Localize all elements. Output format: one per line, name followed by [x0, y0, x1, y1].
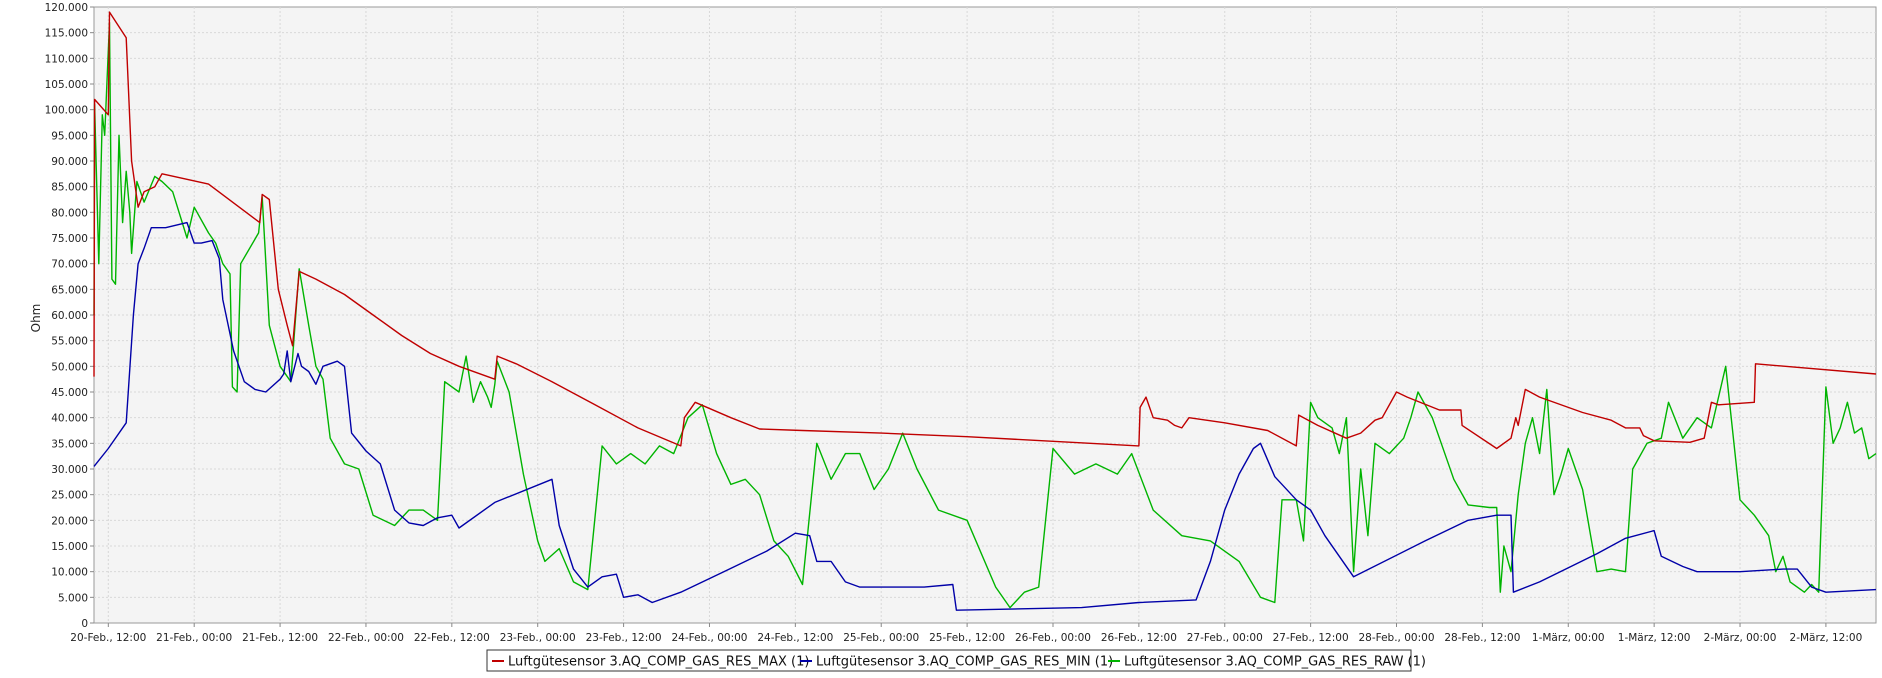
y-tick-label: 115.000 — [45, 28, 88, 40]
legend-label: Luftgütesensor 3.AQ_COMP_GAS_RES_RAW (1) — [1124, 655, 1426, 670]
x-tick-label: 27-Feb., 12:00 — [1273, 632, 1349, 644]
y-tick-label: 15.000 — [51, 541, 88, 553]
legend-label: Luftgütesensor 3.AQ_COMP_GAS_RES_MAX (1) — [508, 655, 809, 670]
x-axis: 20-Feb., 12:00 21-Feb., 00:00 21-Feb., 12:… — [70, 623, 1862, 644]
legend-box — [486, 649, 1412, 672]
series-line-0 — [93, 11, 1877, 450]
plot-area — [93, 6, 1877, 624]
y-tick-label: 80.000 — [51, 207, 88, 219]
y-tick-label: 40.000 — [51, 413, 88, 425]
y-tick-label: 90.000 — [51, 156, 88, 168]
series-line-1 — [93, 221, 1877, 611]
x-tick-label: 20-Feb., 12:00 — [70, 632, 146, 644]
x-tick-label: 28-Feb., 12:00 — [1444, 632, 1520, 644]
x-tick-label: 23-Feb., 00:00 — [500, 632, 576, 644]
y-tick-label: 50.000 — [51, 361, 88, 373]
x-tick-label: 21-Feb., 00:00 — [156, 632, 232, 644]
x-tick-label: 2-März, 00:00 — [1704, 632, 1777, 644]
x-tick-label: 24-Feb., 12:00 — [757, 632, 833, 644]
y-tick-label: 105.000 — [45, 79, 88, 91]
y-axis-title: Ohm — [29, 304, 43, 333]
legend: Luftgütesensor 3.AQ_COMP_GAS_RES_MAX (1)… — [486, 649, 1426, 672]
x-tick-label: 23-Feb., 12:00 — [586, 632, 662, 644]
x-tick-label: 21-Feb., 12:00 — [242, 632, 318, 644]
y-tick-label: 65.000 — [51, 284, 88, 296]
y-tick-label: 35.000 — [51, 438, 88, 450]
x-tick-label: 26-Feb., 00:00 — [1015, 632, 1091, 644]
y-tick-label: 120.000 — [45, 2, 88, 14]
x-tick-label: 22-Feb., 00:00 — [328, 632, 404, 644]
y-tick-label: 45.000 — [51, 387, 88, 399]
y-tick-label: 100.000 — [45, 105, 88, 117]
x-tick-label: 1-März, 00:00 — [1532, 632, 1605, 644]
y-tick-label: 10.000 — [51, 567, 88, 579]
y-tick-label: 30.000 — [51, 464, 88, 476]
y-tick-label: 60.000 — [51, 310, 88, 322]
x-tick-label: 28-Feb., 00:00 — [1358, 632, 1434, 644]
legend-label: Luftgütesensor 3.AQ_COMP_GAS_RES_MIN (1) — [816, 655, 1113, 670]
y-tick-label: 95.000 — [51, 130, 88, 142]
x-tick-label: 25-Feb., 00:00 — [843, 632, 919, 644]
y-tick-label: 0 — [81, 618, 88, 630]
y-axis: 0 5.000 10.000 15.000 20.000 25.000 30.000 35.0… — [45, 2, 94, 630]
y-tick-label: 75.000 — [51, 233, 88, 245]
y-tick-label: 85.000 — [51, 182, 88, 194]
x-tick-label: 27-Feb., 00:00 — [1187, 632, 1263, 644]
x-tick-label: 25-Feb., 12:00 — [929, 632, 1005, 644]
series-line-2 — [93, 21, 1877, 609]
x-tick-label: 1-März, 12:00 — [1618, 632, 1691, 644]
grid-lines — [94, 7, 1876, 623]
x-tick-label: 26-Feb., 12:00 — [1101, 632, 1177, 644]
series-lines — [93, 11, 1877, 611]
x-tick-label: 2-März, 12:00 — [1790, 632, 1863, 644]
y-tick-label: 70.000 — [51, 259, 88, 271]
y-tick-label: 110.000 — [45, 53, 88, 65]
y-tick-label: 25.000 — [51, 490, 88, 502]
y-tick-label: 55.000 — [51, 336, 88, 348]
y-tick-label: 5.000 — [58, 592, 88, 604]
y-tick-label: 20.000 — [51, 515, 88, 527]
x-tick-label: 24-Feb., 00:00 — [671, 632, 747, 644]
x-tick-label: 22-Feb., 12:00 — [414, 632, 490, 644]
